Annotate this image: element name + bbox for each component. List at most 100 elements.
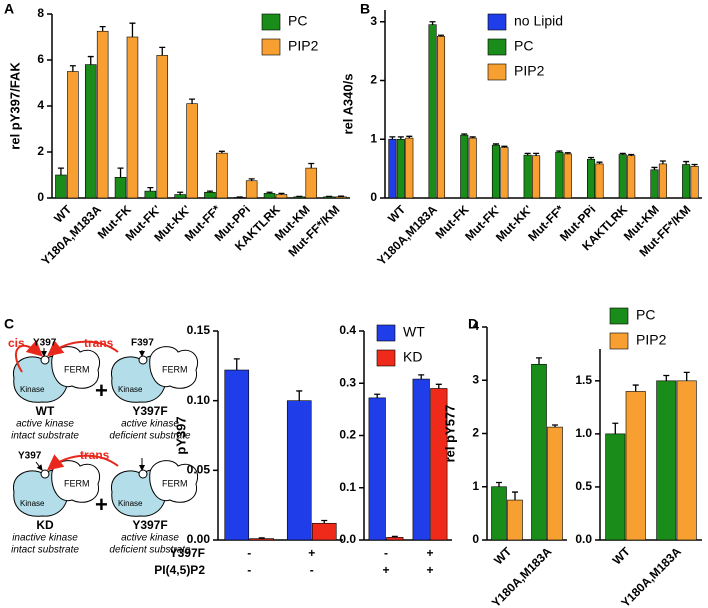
error-bar [338, 195, 345, 197]
bar [555, 151, 564, 199]
condition-label: Y397F [170, 546, 205, 560]
y-tick-label: 3 [472, 372, 479, 386]
bar [532, 155, 541, 199]
construct-note: active kinase [121, 419, 179, 430]
trans-arrow [46, 340, 119, 357]
bar [174, 194, 186, 199]
bar [84, 64, 97, 199]
molecule [13, 346, 100, 403]
legend-label: PC [514, 38, 533, 54]
bar [388, 138, 397, 199]
bar [491, 144, 500, 199]
bar [224, 369, 250, 541]
y-tick-label: 0.05 [187, 463, 211, 477]
legend-swatch [487, 13, 507, 31]
error-bar [596, 161, 603, 164]
bar [311, 522, 337, 541]
site-label: Y397 [33, 338, 57, 349]
bar [690, 165, 699, 199]
error-bar [429, 21, 436, 25]
bar [96, 30, 109, 199]
y-tick-label: 0.0 [575, 532, 592, 546]
bar [204, 191, 216, 199]
legend-swatch [261, 38, 281, 56]
error-bar [469, 136, 476, 139]
bar [67, 71, 79, 199]
error-bar [619, 152, 626, 155]
bar [676, 380, 697, 541]
site-label: Y397 [18, 451, 42, 462]
y-tick-label: 0 [370, 190, 377, 204]
condition-sign: + [308, 546, 315, 560]
legend-label: WT [403, 324, 425, 340]
trans-arrow [46, 454, 119, 471]
construct-note: deficient substrate [109, 545, 191, 556]
error-bar [296, 390, 303, 401]
trans-label: trans [80, 448, 110, 462]
error-bar [374, 393, 381, 398]
plus: + [95, 378, 108, 403]
legend-swatch [609, 332, 629, 350]
schematic: cis Y397 trans F397 Kinase FERM Kinase F… [8, 336, 198, 556]
construct-name: KD [36, 518, 54, 532]
bar [126, 36, 139, 199]
bar [335, 196, 347, 199]
y-axis-label: rel A340/s [340, 74, 355, 135]
error-bar [612, 422, 619, 434]
y-tick-label: 6 [37, 52, 44, 66]
panel-label: A [4, 1, 14, 17]
bar [682, 164, 691, 199]
error-bar [129, 22, 136, 37]
construct-note: intact substrate [11, 431, 79, 442]
legend-label: PIP2 [288, 38, 319, 54]
y-tick-label: 0 [37, 190, 44, 204]
bar [286, 400, 312, 541]
error-bar [691, 163, 698, 167]
error-bar [233, 358, 240, 371]
x-tick-label: WT [385, 202, 409, 226]
error-bar [248, 178, 255, 181]
error-bar [588, 156, 595, 160]
y-tick-label: 1 [370, 131, 377, 145]
error-bar [435, 383, 442, 389]
molecule [13, 460, 100, 517]
error-bar [206, 190, 213, 193]
bar [263, 193, 276, 199]
y-tick-label: 1.0 [575, 426, 592, 440]
legend-label: no Lipid [514, 13, 563, 29]
bar [144, 190, 157, 199]
y-axis-label: rel pY577 [442, 405, 457, 463]
construct-note: active kinase [121, 533, 179, 544]
legend-label: PIP2 [514, 63, 545, 79]
construct-note: active kinase [16, 419, 74, 430]
bar [468, 137, 477, 199]
bar [249, 538, 275, 541]
condition-label: PI(4,5)P2 [154, 563, 205, 577]
error-bar [663, 374, 670, 381]
error-bar [397, 136, 404, 140]
y-axis-label: rel pY397/FAK [7, 62, 22, 150]
domain-label: Kinase [118, 499, 143, 508]
y-tick-label: 0.0 [339, 532, 356, 546]
error-bar [87, 55, 94, 65]
panel-label: D [468, 316, 478, 332]
y-tick-label: 0.10 [187, 393, 211, 407]
error-bar [659, 160, 666, 164]
panel-label: C [4, 316, 14, 332]
error-bar [117, 167, 124, 178]
cis-arrow [15, 340, 43, 373]
error-bar [564, 152, 571, 154]
bar [114, 177, 127, 199]
error-bar [533, 152, 540, 156]
y-tick-label: 4 [37, 98, 44, 112]
bar [523, 154, 532, 199]
bar [460, 134, 469, 199]
bar [275, 194, 288, 199]
error-bar [461, 133, 468, 136]
pointer [35, 461, 43, 471]
error-bar [683, 160, 690, 165]
bar [658, 163, 667, 199]
error-bar [57, 167, 64, 175]
error-bar [99, 26, 106, 32]
